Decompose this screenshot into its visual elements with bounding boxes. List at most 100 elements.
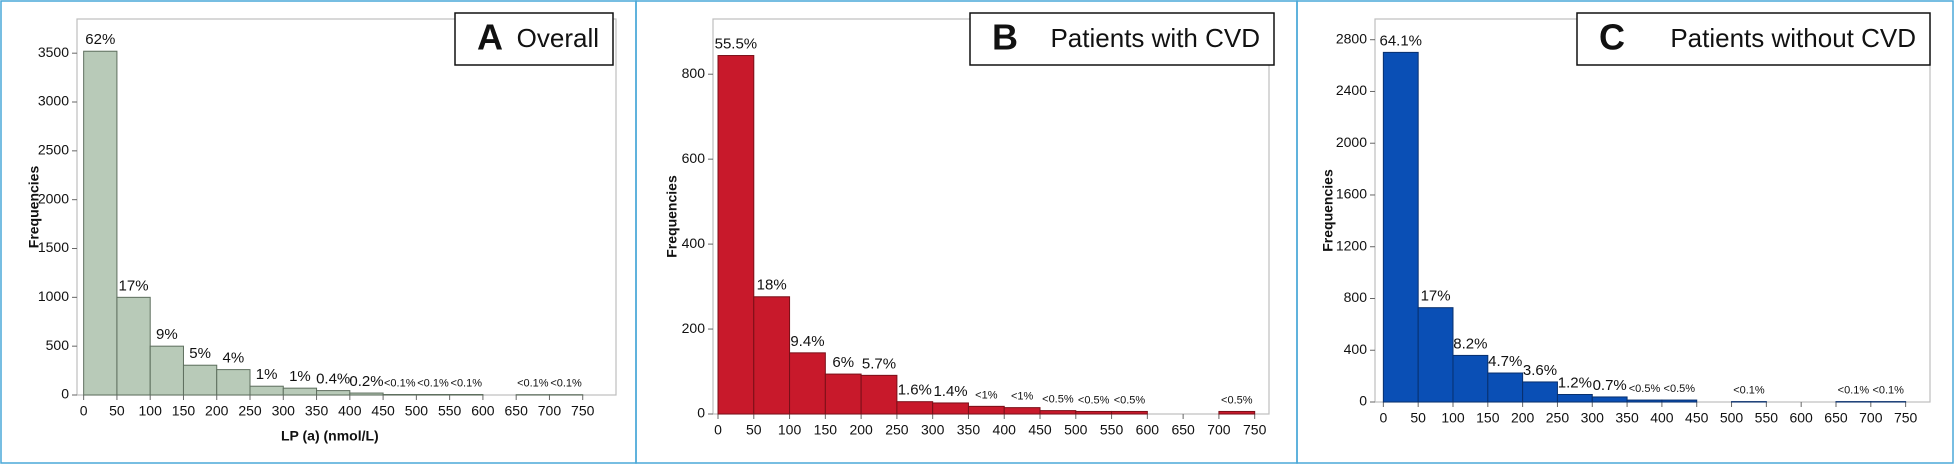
plot-frame: [76, 18, 617, 396]
x-tick-label: 650: [1171, 422, 1195, 438]
x-tick-label: 100: [1441, 410, 1465, 426]
x-tick-label: 650: [505, 403, 529, 419]
bar: [860, 374, 898, 415]
value-label: <0.5%: [1629, 383, 1661, 395]
value-label: 4.7%: [1488, 353, 1522, 370]
title-box: [454, 12, 614, 66]
x-tick-label: 700: [538, 403, 562, 419]
value-label: 5.7%: [862, 355, 896, 372]
value-label: <0.5%: [1114, 394, 1146, 406]
bar: [116, 296, 151, 396]
x-tick-label: 0: [1379, 410, 1387, 426]
x-tick-label: 200: [849, 422, 873, 438]
bar: [1591, 396, 1628, 403]
bar: [249, 385, 284, 396]
y-tick-label: 2500: [38, 142, 69, 158]
value-label: 0.7%: [1593, 377, 1627, 394]
x-tick-label: 50: [746, 422, 762, 438]
bar: [349, 392, 384, 396]
value-label: 1.2%: [1558, 374, 1592, 391]
value-label: <0.1%: [1733, 385, 1765, 397]
x-tick-label: 150: [1476, 410, 1500, 426]
y-tick-label: 2000: [1336, 134, 1367, 150]
value-label: <0.1%: [451, 377, 483, 389]
x-tick-label: 150: [814, 422, 838, 438]
bar: [824, 373, 862, 415]
value-label: 5%: [189, 345, 211, 362]
y-tick-label: 400: [682, 235, 706, 251]
x-tick-label: 100: [139, 403, 163, 419]
value-label: <0.5%: [1664, 383, 1696, 395]
y-tick-label: 0: [61, 386, 69, 402]
x-tick-label: 550: [438, 403, 462, 419]
y-tick-label: 800: [1344, 289, 1368, 305]
x-tick-label: 0: [714, 422, 722, 438]
value-label: 17%: [119, 277, 149, 294]
chart-title: Overall: [517, 23, 599, 53]
value-label: <0.1%: [1838, 385, 1870, 397]
plot-frame: [712, 18, 1270, 415]
x-tick-label: 600: [471, 403, 495, 419]
title-box: [1576, 12, 1931, 66]
bar: [1556, 393, 1593, 403]
x-tick-label: 700: [1207, 422, 1231, 438]
panel-letter: B: [992, 17, 1018, 58]
bar: [1003, 407, 1041, 415]
x-tick-label: 550: [1755, 410, 1779, 426]
value-label: 64.1%: [1379, 32, 1422, 49]
value-label: <0.5%: [1221, 394, 1253, 406]
x-tick-label: 450: [1685, 410, 1709, 426]
y-axis-label: Frequencies: [664, 175, 680, 258]
value-label: 1.6%: [898, 382, 932, 399]
x-tick-label: 500: [1064, 422, 1088, 438]
x-tick-label: 200: [205, 403, 229, 419]
panel-letter: C: [1599, 17, 1625, 58]
x-tick-label: 100: [778, 422, 802, 438]
x-axis-label: LP (a) (nmol/L): [281, 428, 379, 444]
x-tick-label: 300: [272, 403, 296, 419]
x-tick-label: 50: [1410, 410, 1426, 426]
x-tick-label: 50: [109, 403, 125, 419]
value-label: 9.4%: [790, 333, 824, 350]
bar: [282, 387, 318, 396]
bar: [789, 352, 826, 415]
y-tick-label: 600: [682, 150, 706, 166]
value-label: <0.5%: [1042, 394, 1074, 406]
bar: [83, 50, 118, 396]
y-tick-label: 1000: [38, 288, 69, 304]
bar: [1661, 399, 1698, 403]
y-tick-label: 500: [46, 337, 70, 353]
y-tick-label: 200: [682, 320, 706, 336]
bar: [1075, 410, 1113, 415]
bar: [896, 401, 934, 415]
value-label: <1%: [1011, 391, 1034, 403]
y-tick-label: 2000: [38, 190, 69, 206]
value-label: 9%: [156, 326, 178, 343]
x-tick-label: 150: [172, 403, 196, 419]
y-tick-label: 2400: [1336, 82, 1367, 98]
bar: [316, 390, 351, 396]
value-label: 1%: [289, 368, 311, 385]
bar: [1039, 410, 1077, 415]
x-tick-label: 0: [80, 403, 88, 419]
value-label: 8.2%: [1453, 335, 1487, 352]
bar: [149, 345, 184, 396]
x-tick-label: 300: [1581, 410, 1605, 426]
y-tick-label: 3000: [38, 93, 69, 109]
bar: [182, 364, 218, 396]
value-label: 0.2%: [349, 373, 383, 390]
value-label: <0.1%: [517, 378, 549, 390]
bar: [967, 405, 1005, 415]
x-tick-label: 400: [1650, 410, 1674, 426]
y-axis-label: Frequencies: [26, 166, 42, 249]
x-tick-label: 250: [238, 403, 262, 419]
x-tick-label: 750: [1894, 410, 1918, 426]
bar: [1218, 410, 1256, 415]
value-label: 55.5%: [715, 35, 758, 52]
value-label: 18%: [757, 277, 787, 294]
value-label: <0.5%: [1078, 394, 1110, 406]
value-label: 3.6%: [1523, 362, 1557, 379]
panel-letter: A: [477, 17, 503, 58]
bar: [753, 296, 791, 415]
